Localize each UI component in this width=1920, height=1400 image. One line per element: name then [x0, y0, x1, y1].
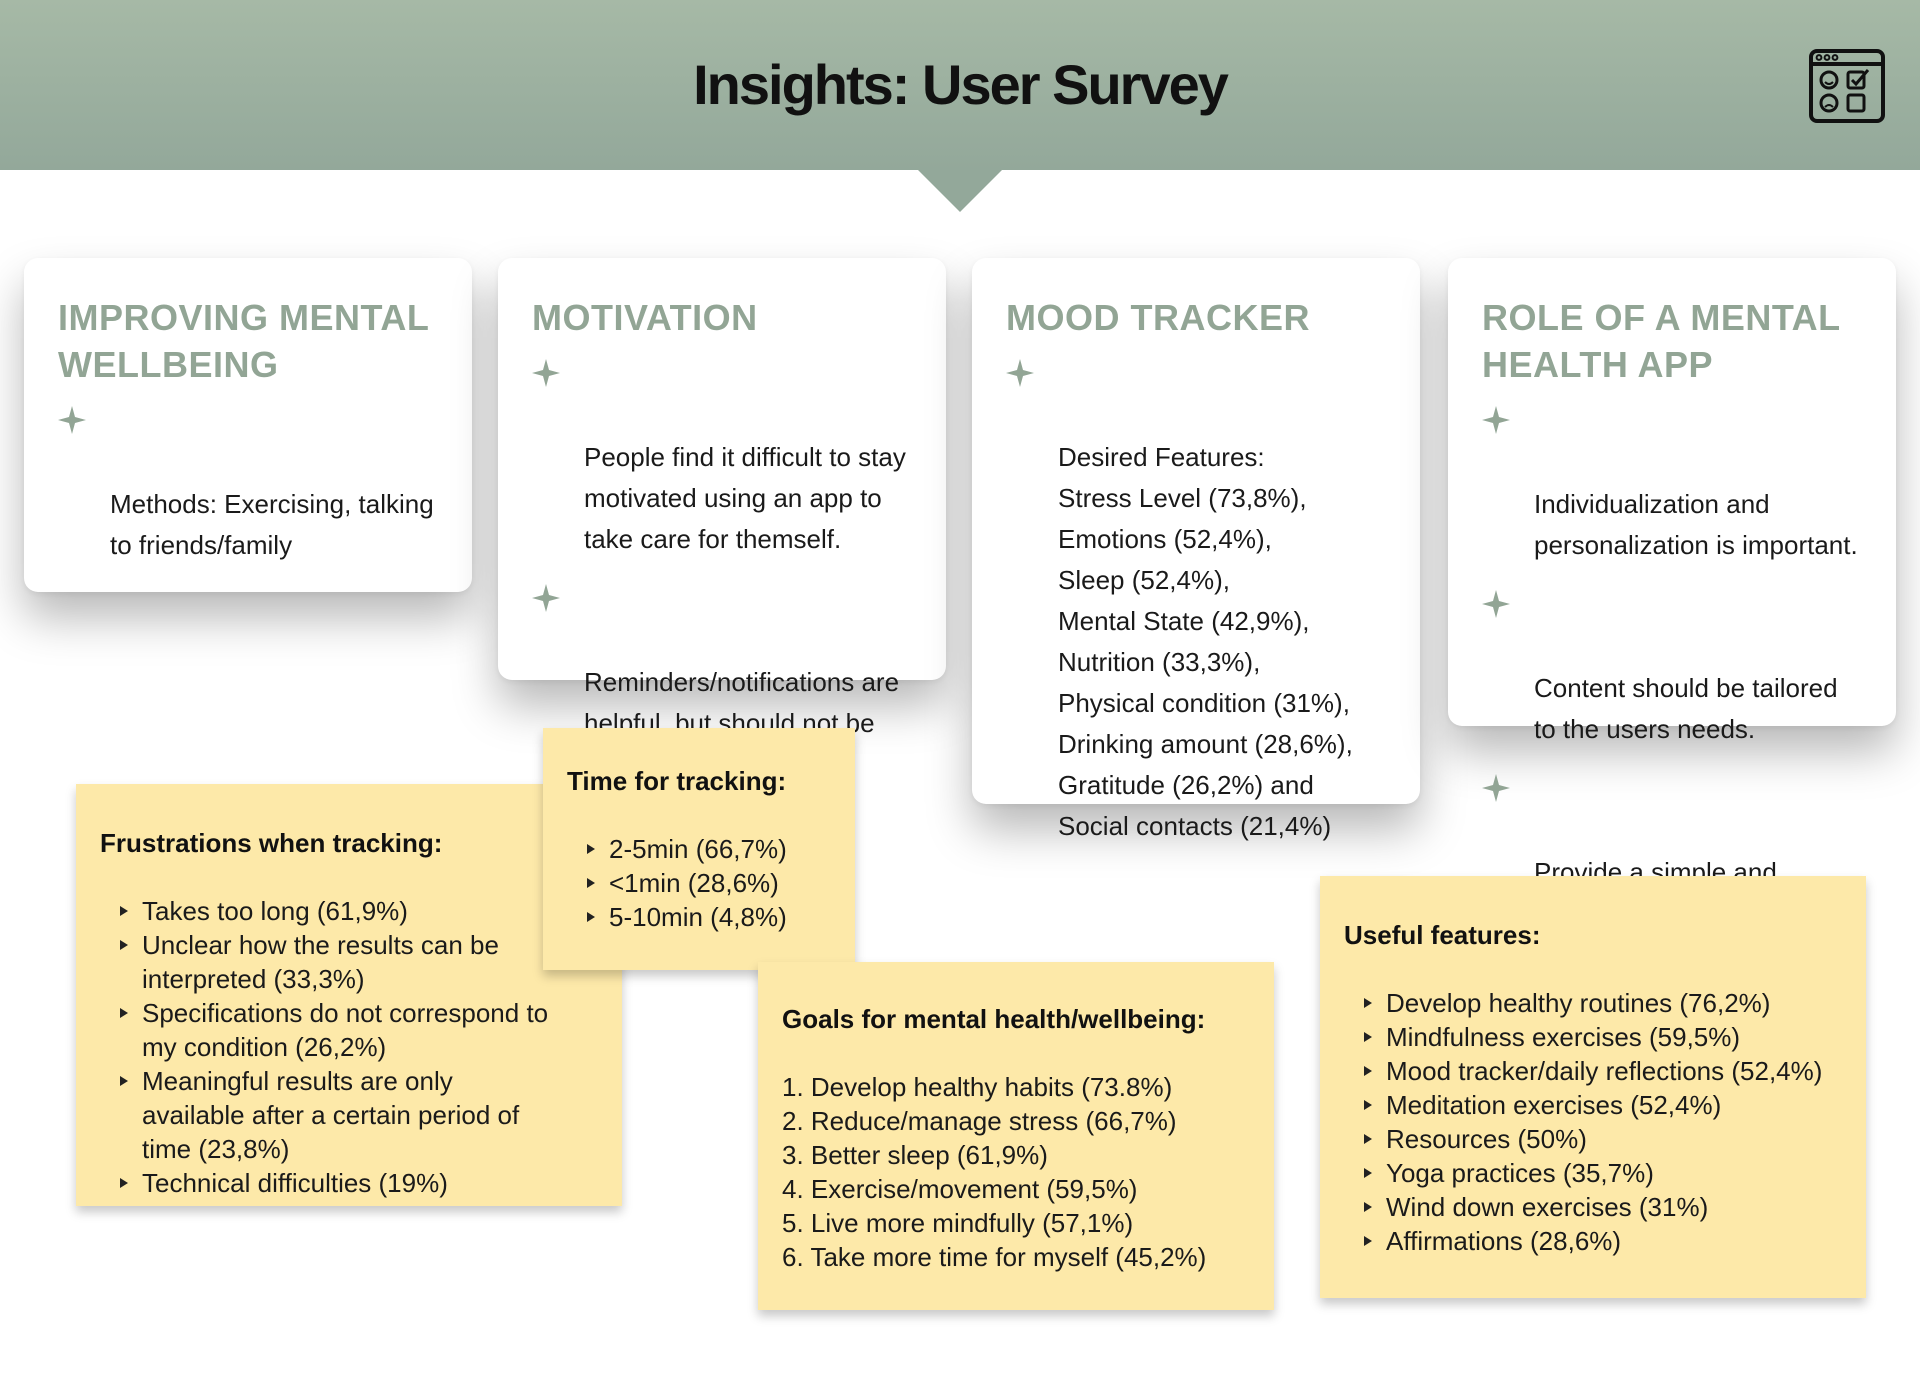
card-mood-tracker: MOOD TRACKER Desired Features: Stress Le…	[972, 258, 1420, 841]
list-item-text: Meditation exercises (52,4%)	[1386, 1090, 1722, 1120]
list-item: Yoga practices (35,7%)	[1344, 1156, 1842, 1190]
card-role-of-app: ROLE OF A MENTAL HEALTH APP Individualiz…	[1448, 258, 1896, 928]
card-title: ROLE OF A MENTAL HEALTH APP	[1482, 297, 1840, 385]
card-improving-wellbeing: IMPROVING MENTAL WELLBEING Methods: Exer…	[24, 258, 472, 592]
header-pointer	[918, 170, 1002, 212]
bullet-arrow-icon	[1364, 1032, 1372, 1042]
list-item: 6. Take more time for myself (45,2%)	[782, 1242, 1207, 1272]
card-title: MOOD TRACKER	[1006, 297, 1310, 338]
list-item-text: Resources (50%)	[1386, 1124, 1587, 1154]
bullet-arrow-icon	[120, 1178, 128, 1188]
sparkle-icon	[58, 406, 86, 434]
list-item-text: Technical difficulties (19%)	[142, 1168, 448, 1198]
list-item: Affirmations (28,6%)	[1344, 1224, 1842, 1258]
note-title: Useful features:	[1344, 920, 1541, 950]
card-item-text: Content should be tailored to the users …	[1534, 673, 1838, 744]
bullet-arrow-icon	[587, 844, 595, 854]
list-item: 2. Reduce/manage stress (66,7%)	[782, 1106, 1177, 1136]
list-item: Meditation exercises (52,4%)	[1344, 1088, 1842, 1122]
list-item-text: Specifications do not correspond to my c…	[142, 998, 549, 1062]
note-title: Frustrations when tracking:	[100, 828, 443, 858]
bullet-arrow-icon	[587, 912, 595, 922]
page-title: Insights: User Survey	[693, 53, 1229, 116]
survey-browser-icon	[1809, 49, 1885, 123]
bullet-arrow-icon	[120, 1008, 128, 1018]
bullet-arrow-icon	[1364, 998, 1372, 1008]
sparkle-icon	[1482, 406, 1510, 434]
list-item-text: 2-5min (66,7%)	[609, 834, 787, 864]
list-item: Specifications do not correspond to my c…	[100, 996, 550, 1064]
list-item: Develop healthy routines (76,2%)	[1344, 986, 1842, 1020]
list-item: Takes too long (61,9%)	[100, 894, 550, 928]
list-item: 4. Exercise/movement (59,5%)	[782, 1174, 1138, 1204]
sparkle-icon	[1006, 359, 1034, 387]
list-item: <1min (28,6%)	[567, 866, 831, 900]
list-item: 5-10min (4,8%)	[567, 900, 831, 934]
list-item-text: Yoga practices (35,7%)	[1386, 1158, 1654, 1188]
note-time-tracking: Time for tracking: 2-5min (66,7%) <1min …	[543, 728, 855, 970]
sparkle-icon	[1482, 590, 1510, 618]
list-item-text: <1min (28,6%)	[609, 868, 779, 898]
bullet-arrow-icon	[1364, 1100, 1372, 1110]
list-item: Unclear how the results can be interpret…	[100, 928, 550, 996]
list-item: Mindfulness exercises (59,5%)	[1344, 1020, 1842, 1054]
list-item: Mood tracker/daily reflections (52,4%)	[1344, 1054, 1842, 1088]
list-item: 2-5min (66,7%)	[567, 832, 831, 866]
card-item: Methods: Exercising, talking to friends/…	[58, 402, 442, 566]
list-item: 3. Better sleep (61,9%)	[782, 1140, 1048, 1170]
note-title: Goals for mental health/wellbeing:	[782, 1004, 1206, 1034]
bullet-arrow-icon	[1364, 1168, 1372, 1178]
card-item-text: Desired Features: Stress Level (73,8%), …	[1058, 442, 1353, 841]
list-item-text: Unclear how the results can be interpret…	[142, 930, 499, 994]
sparkle-icon	[532, 584, 560, 612]
card-title: IMPROVING MENTAL WELLBEING	[58, 297, 429, 385]
card-item: People find it difficult to stay motivat…	[532, 355, 916, 560]
list-item: Meaningful results are only available af…	[100, 1064, 550, 1166]
bullet-arrow-icon	[120, 906, 128, 916]
card-item-text: People find it difficult to stay motivat…	[584, 442, 906, 554]
card-item: Individualization and personalization is…	[1482, 402, 1866, 566]
list-item-text: Meaningful results are only available af…	[142, 1066, 520, 1164]
list-item-text: Mindfulness exercises (59,5%)	[1386, 1022, 1741, 1052]
list-item-text: 5-10min (4,8%)	[609, 902, 787, 932]
card-item: Content should be tailored to the users …	[1482, 586, 1866, 750]
list-item-text: Wind down exercises (31%)	[1386, 1192, 1709, 1222]
list-item-text: Develop healthy routines (76,2%)	[1386, 988, 1771, 1018]
note-frustrations: Frustrations when tracking: Takes too lo…	[76, 784, 622, 1206]
list-item: 1. Develop healthy habits (73.8%)	[782, 1072, 1173, 1102]
bullet-arrow-icon	[1364, 1134, 1372, 1144]
list-item-text: Affirmations (28,6%)	[1386, 1226, 1622, 1256]
bullet-arrow-icon	[587, 878, 595, 888]
card-item-text: Individualization and personalization is…	[1534, 489, 1858, 560]
card-item: Desired Features: Stress Level (73,8%), …	[1006, 355, 1390, 847]
list-item: Resources (50%)	[1344, 1122, 1842, 1156]
bullet-arrow-icon	[1364, 1066, 1372, 1076]
card-motivation: MOTIVATION People find it difficult to s…	[498, 258, 946, 779]
list-item: Wind down exercises (31%)	[1344, 1190, 1842, 1224]
bullet-arrow-icon	[1364, 1236, 1372, 1246]
bullet-arrow-icon	[120, 1076, 128, 1086]
note-useful-features: Useful features: Develop healthy routine…	[1320, 876, 1866, 1298]
list-item: Technical difficulties (19%)	[100, 1166, 550, 1200]
sparkle-icon	[1482, 774, 1510, 802]
note-goals: Goals for mental health/wellbeing: 1. De…	[758, 962, 1274, 1310]
card-title: MOTIVATION	[532, 297, 758, 338]
card-item-text: Methods: Exercising, talking to friends/…	[110, 489, 434, 560]
list-item-text: Takes too long (61,9%)	[142, 896, 408, 926]
bullet-arrow-icon	[120, 940, 128, 950]
bullet-arrow-icon	[1364, 1202, 1372, 1212]
sparkle-icon	[532, 359, 560, 387]
list-item: 5. Live more mindfully (57,1%)	[782, 1208, 1134, 1238]
header-banner: Insights: User Survey	[0, 0, 1920, 170]
note-title: Time for tracking:	[567, 766, 787, 796]
list-item-text: Mood tracker/daily reflections (52,4%)	[1386, 1056, 1823, 1086]
